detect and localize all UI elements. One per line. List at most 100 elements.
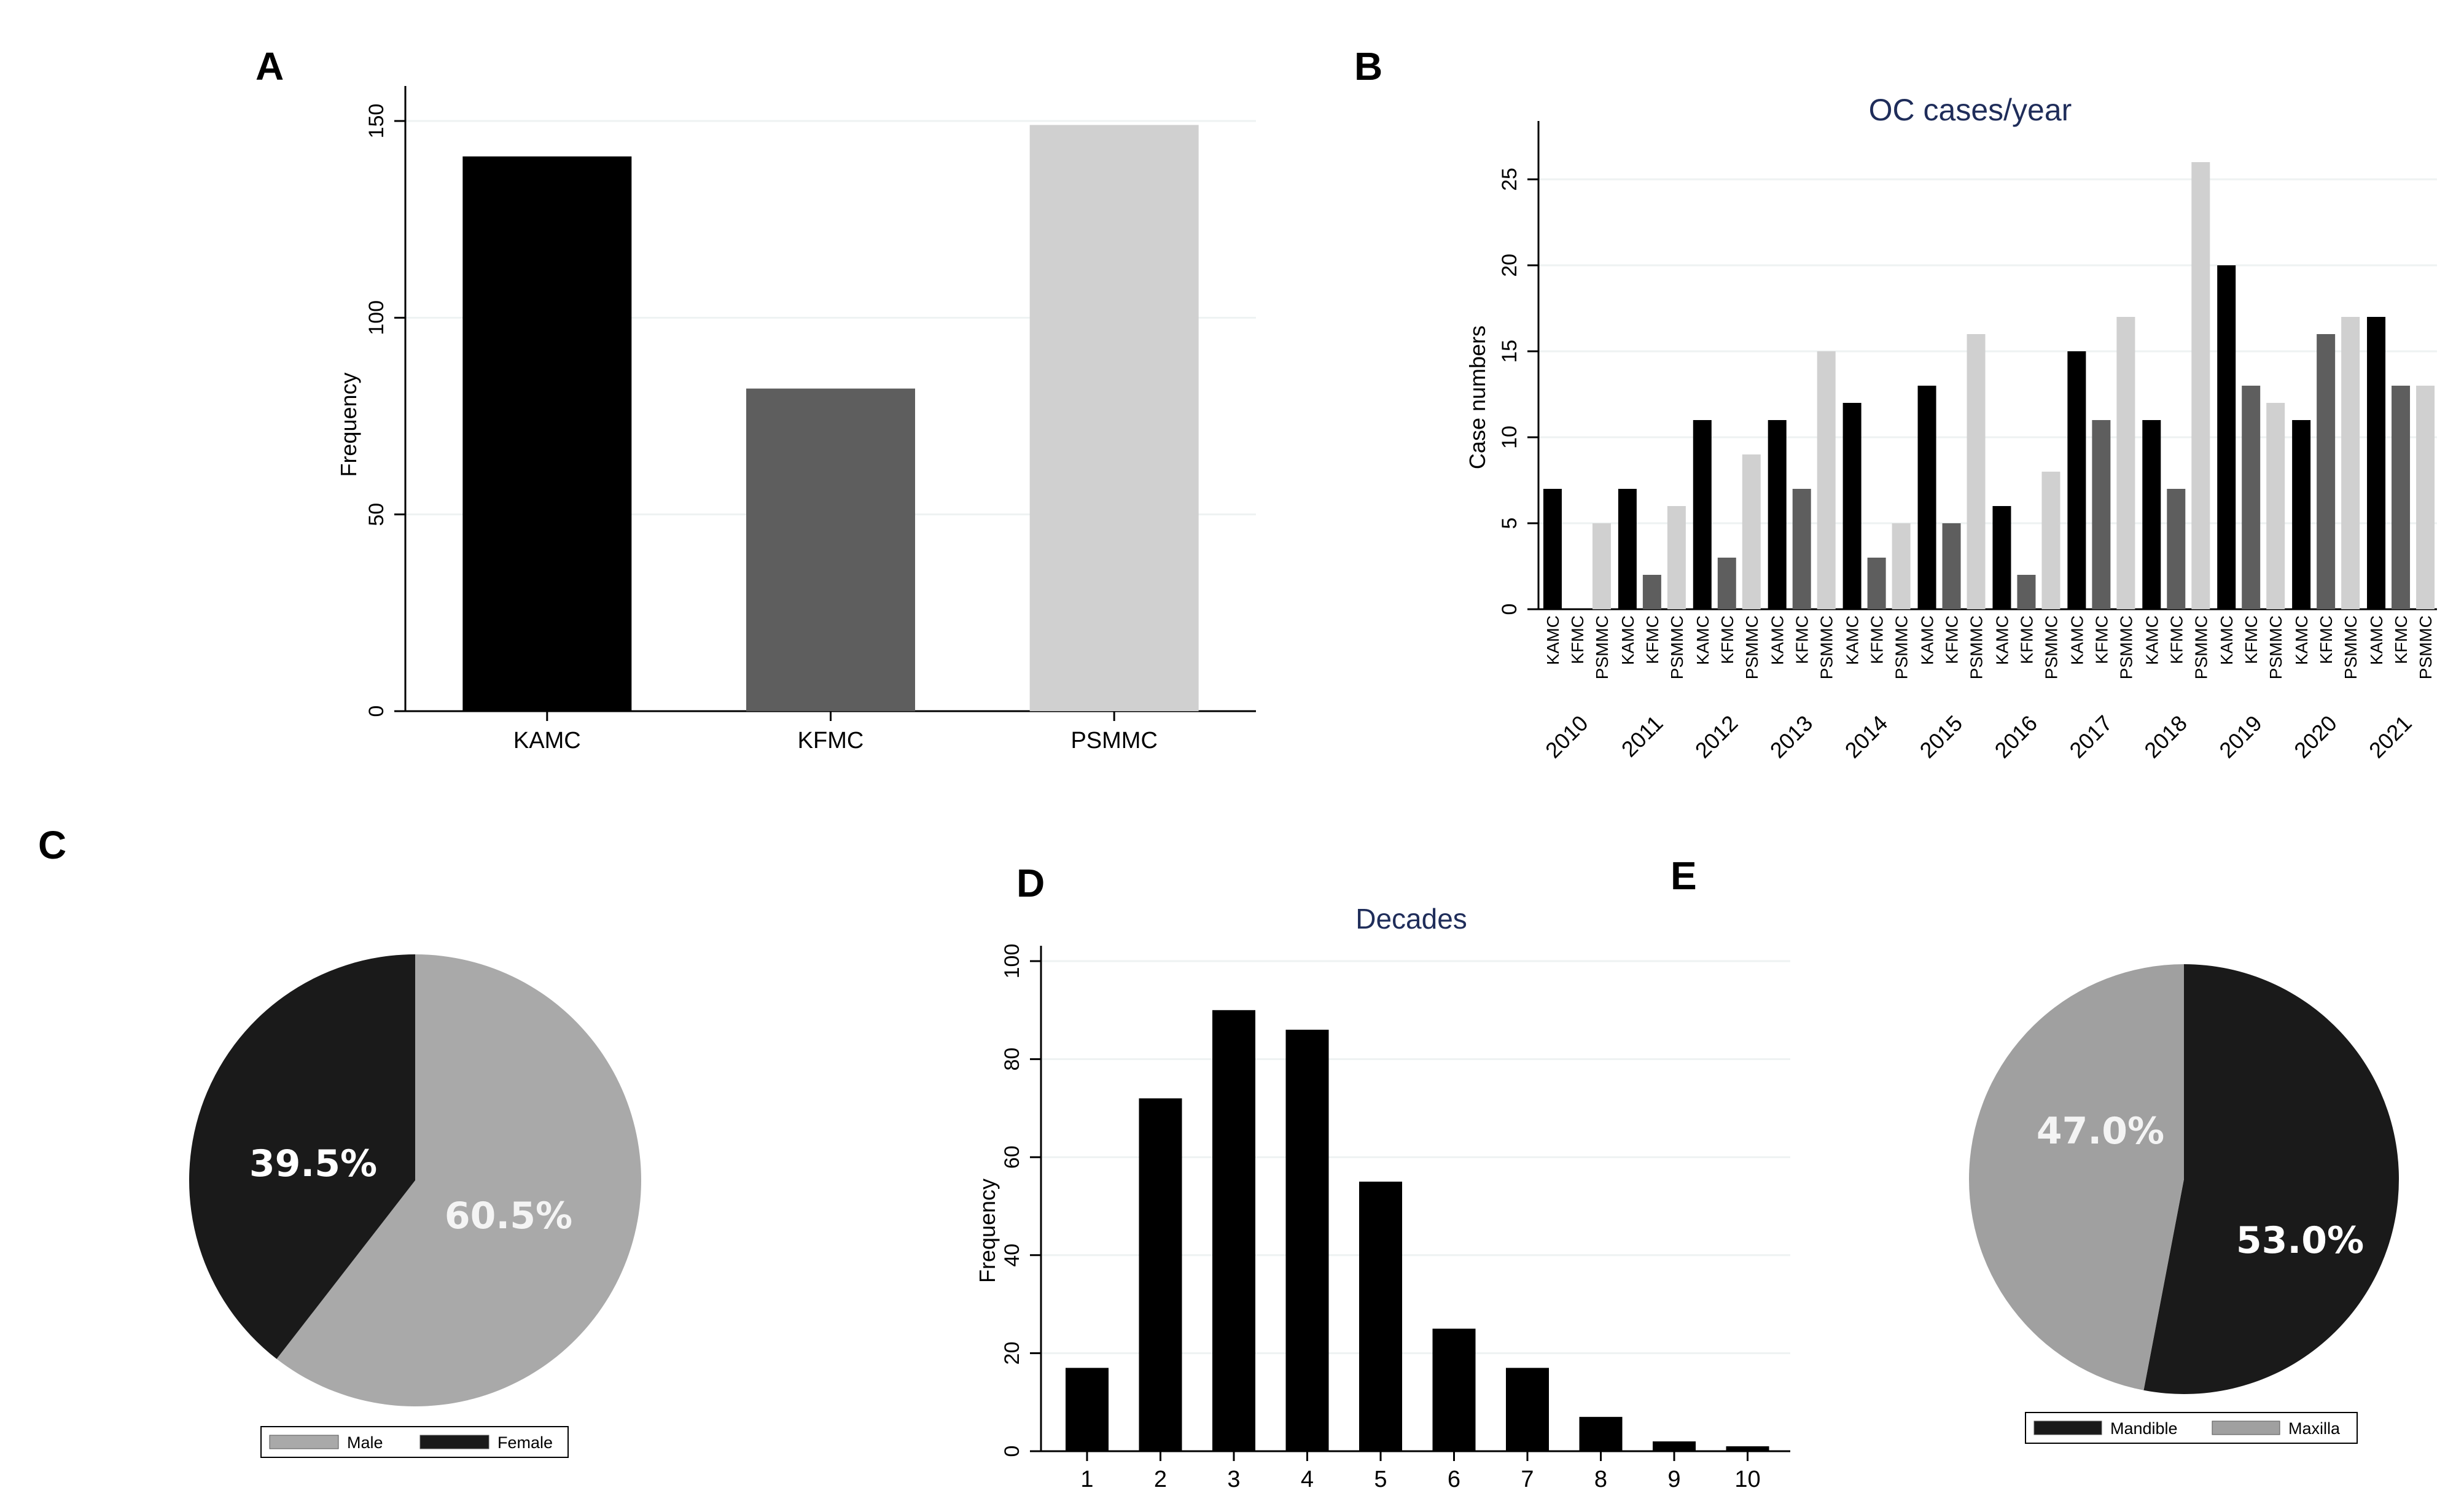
bar-kamc-2012 [1693,420,1712,609]
bar-decade-4 [1285,1029,1329,1451]
bar-kamc [462,156,632,712]
bar-decade-8 [1579,1417,1623,1451]
chart-b-subcategory-label: KAMC [2292,615,2311,665]
chart-d-category-label: 1 [1080,1467,1093,1492]
chart-a-category-label: KFMC [798,728,864,754]
bar-psmmc-2020 [2341,317,2360,609]
panel-letter-a: A [255,44,284,88]
bar-kfmc-2021 [2392,386,2411,609]
chart-b-year-label: 2019 [2214,711,2267,763]
bar-kfmc-2013 [1792,489,1811,609]
bar-decade-6 [1432,1328,1476,1451]
chart-d-category-label: 10 [1734,1467,1760,1492]
chart-b-year-label: 2018 [2139,711,2192,763]
bar-kamc-2014 [1842,403,1862,609]
chart-a-ytick-label: 0 [365,706,388,717]
chart-b-subcategory-label: KAMC [1543,615,1562,665]
chart-e-slice-maxilla [1969,964,2184,1390]
chart-b-subcategory-label: KFMC [1943,615,1962,664]
chart-b-subcategory-label: KAMC [2067,615,2086,665]
chart-b-subcategory-label: KAMC [1918,615,1937,665]
bar-psmmc-2021 [2416,386,2435,609]
bar-decade-3 [1212,1010,1255,1451]
chart-b-subcategory-label: KAMC [2142,615,2161,665]
chart-e-slice-label: 47.0% [2037,1110,2164,1153]
panel-letter-e: E [1671,854,1697,898]
chart-c-legend-swatch-female [419,1435,489,1449]
chart-b-title: OC cases/year [1869,93,2072,127]
chart-e-slice-label: 53.0% [2236,1219,2364,1262]
chart-d-category-label: 2 [1154,1467,1167,1492]
bar-psmmc [1029,125,1199,711]
panel-letter-c: C [38,823,66,867]
bar-kamc-2018 [2142,420,2161,609]
chart-d-category-label: 8 [1594,1467,1607,1492]
chart-d-title: Decades [1355,903,1467,935]
chart-b-ytick-label: 0 [1498,604,1521,615]
chart-d-ytick-label: 80 [1000,1048,1024,1071]
bar-kfmc-2015 [1942,523,1961,609]
chart-d-category-label: 5 [1374,1467,1387,1492]
chart-d-category-label: 4 [1301,1467,1314,1492]
bar-kfmc-2016 [2017,575,2036,609]
chart-b-year-label: 2010 [1540,711,1593,763]
chart-c-slice-label: 39.5% [249,1142,377,1185]
panel-b: B OC cases/year 0 5 10 15 20 25 KAMC KFMC PSMMC 2… [1354,44,2437,763]
chart-b-year-label: 2016 [1989,711,2042,763]
chart-b-subcategory-label: PSMMC [1593,615,1612,679]
chart-b-subcategory-label: PSMMC [1742,615,1761,679]
bar-kfmc-2012 [1717,558,1736,609]
bar-kfmc-2019 [2242,386,2261,609]
bar-psmmc-2014 [1892,523,1911,609]
chart-b-subcategory-label: KAMC [2217,615,2236,665]
chart-b-ytick-label: 15 [1498,340,1521,363]
bar-kfmc-2020 [2317,334,2336,609]
chart-b-subcategory-label: KFMC [2017,615,2036,664]
chart-a-ytick-label: 50 [365,503,388,526]
chart-a-category-label: PSMMC [1070,728,1157,754]
bar-kfmc-2014 [1867,558,1886,609]
chart-b-subcategory-label: PSMMC [2191,615,2210,679]
chart-d-category-label: 6 [1448,1467,1460,1492]
chart-a-ytick-label: 100 [365,300,388,335]
chart-b-subcategory-label: KFMC [2092,615,2111,664]
chart-b-year-label: 2021 [2364,711,2417,763]
panel-a: A 0 50 100 150 KAMC KFMC PSMMC Frequency [255,44,1256,754]
chart-b-subcategory-label: KFMC [1718,615,1737,664]
chart-b-subcategory-label: KAMC [1992,615,2011,665]
chart-b-subcategory-label: KFMC [1643,615,1662,664]
chart-e-legend-swatch-mandible [2033,1420,2102,1435]
chart-b-subcategory-label: KAMC [2367,615,2386,665]
bar-kamc-2013 [1768,420,1787,609]
chart-b-subcategory-label: PSMMC [1967,615,1986,679]
chart-b-year-label: 2020 [2289,711,2342,763]
chart-d-ytick-label: 40 [1000,1244,1024,1267]
chart-c-slice-female [189,954,415,1359]
chart-d-ytick-label: 20 [1000,1341,1024,1365]
chart-d-category-label: 7 [1521,1467,1534,1492]
bar-psmmc-2010 [1592,523,1611,609]
chart-b-year-label: 2013 [1765,711,1818,763]
chart-b-subcategory-label: PSMMC [2266,615,2285,679]
bar-kfmc-2011 [1642,575,1661,609]
bar-decade-7 [1506,1368,1549,1451]
bar-psmmc-2015 [1967,334,1986,609]
chart-a-category-label: KAMC [513,728,581,754]
chart-d-ytick-label: 100 [1000,944,1024,979]
bar-psmmc-2018 [2191,162,2210,609]
chart-b-ytick-label: 25 [1498,168,1521,191]
chart-b-ytick-label: 10 [1498,426,1521,449]
bar-decade-5 [1359,1182,1402,1451]
chart-b-subcategory-label: KFMC [2242,615,2261,664]
chart-d-ylabel: Frequency [975,1179,1000,1283]
chart-a-ylabel: Frequency [336,372,361,477]
chart-c-slice-label: 60.5% [445,1194,572,1237]
panel-letter-b: B [1354,44,1382,88]
chart-c-slice-male [276,954,641,1406]
panel-letter-d: D [1016,861,1045,905]
bar-psmmc-2013 [1817,351,1836,609]
chart-b-subcategory-label: PSMMC [1892,615,1911,679]
chart-b-subcategory-label: PSMMC [1817,615,1836,679]
bar-kfmc [746,388,915,711]
chart-e-slice-mandible [2143,964,2400,1394]
